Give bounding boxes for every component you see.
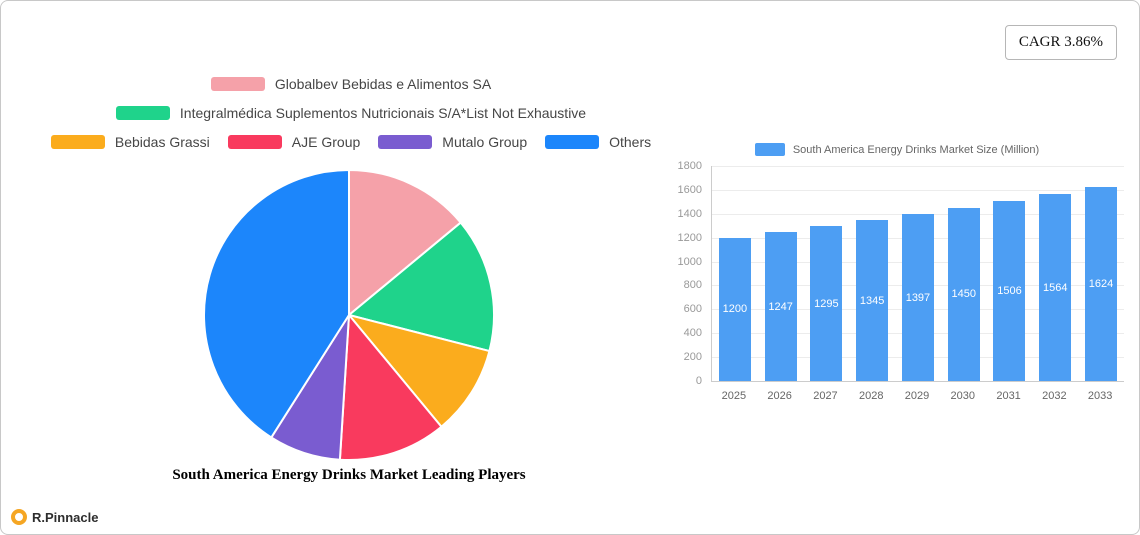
legend-label: Globalbev Bebidas e Alimentos SA	[274, 76, 492, 92]
pie-slice-2	[348, 221, 495, 353]
bar-2025: 1200	[718, 237, 751, 381]
bar-chart-legend[interactable]: South America Energy Drinks Market Size …	[663, 143, 1131, 156]
bar-2028: 1345	[856, 220, 889, 381]
legend-swatch	[115, 106, 170, 120]
legend-item-6[interactable]: Others	[545, 134, 651, 150]
cagr-badge: CAGR 3.86%	[1004, 25, 1117, 60]
bar-chart-plot: 1200 1247 1295 1345 1397 1450 1506 1564 1624	[711, 166, 1124, 382]
bar-value-label: 1295	[814, 297, 839, 310]
legend-label: Mutalo Group	[442, 134, 528, 150]
grid-line	[712, 166, 1124, 167]
y-tick-label: 0	[695, 375, 702, 387]
bar-2031: 1506	[993, 201, 1026, 381]
legend-item-1[interactable]: Globalbev Bebidas e Alimentos SA	[210, 76, 492, 92]
bar-value-label: 1506	[997, 285, 1022, 298]
bar-value-label: 1397	[905, 291, 931, 304]
y-tick-label: 1600	[677, 183, 702, 196]
bar-value-label: 1247	[768, 300, 793, 313]
brand-name: R.Pinnacle	[32, 509, 99, 525]
bar-value-label: 1624	[1088, 278, 1114, 290]
y-tick-label: 200	[683, 351, 702, 364]
bar-chart-section: South America Energy Drinks Market Size …	[663, 143, 1131, 402]
legend-swatch	[227, 135, 282, 149]
pie-chart	[203, 169, 495, 461]
x-tick-label: 2031	[996, 390, 1021, 402]
brand-icon	[11, 509, 27, 525]
bar-2032: 1564	[1039, 194, 1072, 381]
x-tick-label: 2025	[721, 390, 747, 402]
pie-chart-container	[199, 165, 499, 465]
legend-label: AJE Group	[291, 134, 361, 150]
legend-swatch	[545, 135, 600, 149]
x-tick-label: 2028	[858, 390, 884, 402]
y-tick-label: 400	[683, 327, 702, 340]
legend-label: Others	[609, 134, 652, 150]
brand-logo: R.Pinnacle	[11, 509, 98, 525]
bar-chart-body: 0 200 400 600 800 1000 1200 1400 1600 1800 1200 12…	[663, 160, 1131, 387]
legend-item-4[interactable]: AJE Group	[227, 134, 361, 150]
x-tick-label: 2033	[1087, 390, 1113, 402]
pie-chart-title: South America Energy Drinks Market Leadi…	[172, 467, 526, 483]
x-tick-label: 2026	[767, 390, 792, 402]
pie-legend-row-1: Globalbev Bebidas e Alimentos SA	[210, 73, 492, 95]
bar-legend-label: South America Energy Drinks Market Size …	[792, 143, 1040, 156]
pie-slice-6	[203, 169, 350, 439]
bar-chart-x-axis: 2025 2026 2027 2028 2029 2030 2031 2032 2033	[711, 390, 1123, 402]
legend-swatch	[210, 77, 265, 91]
bar-2033: 1624	[1085, 187, 1117, 381]
legend-swatch	[50, 135, 105, 149]
grid-line	[712, 189, 1124, 191]
x-tick-label: 2030	[950, 390, 976, 402]
legend-swatch	[378, 135, 433, 149]
bar-2030: 1450	[947, 207, 980, 381]
bar-value-label: 1345	[859, 294, 885, 307]
bar-2026: 1247	[764, 232, 797, 381]
pie-slice-3	[348, 314, 491, 428]
pie-legend-row-3: Bebidas Grassi AJE Group Mutalo Group Other…	[50, 131, 651, 153]
bar-2029: 1397	[901, 214, 934, 381]
x-tick-label: 2032	[1042, 390, 1067, 402]
x-tick-label: 2027	[813, 390, 838, 402]
legend-item-3[interactable]: Bebidas Grassi	[50, 134, 210, 150]
x-tick-label: 2029	[904, 390, 930, 402]
bar-chart-bars: 1200 1247 1295 1345 1397 1450 1506 1564 1624	[712, 166, 1124, 381]
y-tick-label: 1000	[677, 255, 702, 268]
pie-legend-row-2: Integralmédica Suplementos Nutricionais …	[115, 102, 587, 124]
bar-value-label: 1450	[951, 288, 976, 301]
bar-chart-y-axis: 0 200 400 600 800 1000 1200 1400 1600 1800	[663, 160, 711, 387]
legend-label: Bebidas Grassi	[114, 134, 210, 150]
y-tick-label: 1800	[677, 160, 702, 172]
legend-label: Integralmédica Suplementos Nutricionais …	[179, 105, 587, 121]
y-tick-label: 600	[683, 303, 702, 316]
bar-2027: 1295	[810, 226, 843, 381]
bar-value-label: 1564	[1042, 281, 1068, 294]
pie-slice-4	[338, 314, 443, 461]
y-tick-label: 800	[683, 279, 702, 292]
y-tick-label: 1400	[677, 207, 702, 220]
legend-item-5[interactable]: Mutalo Group	[378, 134, 527, 150]
pie-slice-1	[348, 169, 462, 316]
bar-value-label: 1200	[722, 303, 748, 316]
y-tick-label: 1200	[677, 231, 702, 244]
pie-legend: Globalbev Bebidas e Alimentos SA Integra…	[21, 73, 681, 153]
legend-item-2[interactable]: Integralmédica Suplementos Nutricionais …	[115, 105, 587, 121]
bar-legend-swatch	[754, 143, 785, 156]
